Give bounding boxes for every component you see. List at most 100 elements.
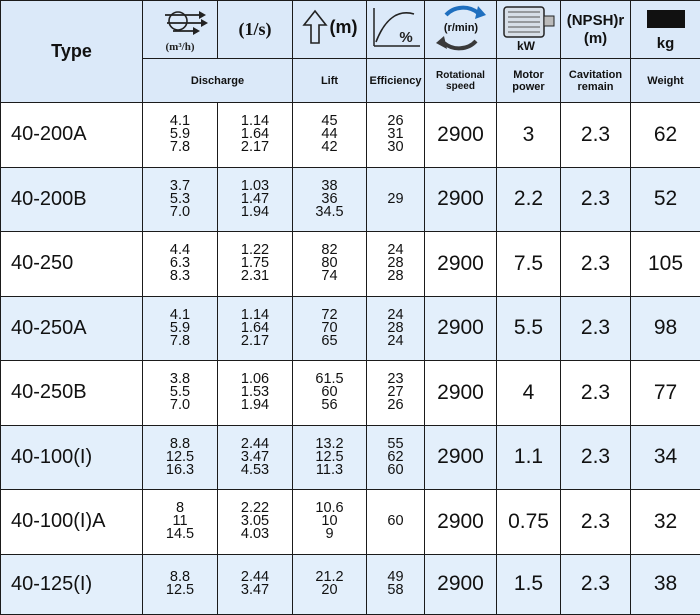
weight-cell: 52 [631, 167, 700, 232]
power-cell: 7.5 [497, 232, 561, 297]
discharge-m3h-header: (m³/h) [143, 1, 218, 59]
rotation-arrows-icon: (r/min) [426, 1, 496, 53]
type-cell: 40-100(I) [1, 425, 143, 490]
weight-cell: 98 [631, 296, 700, 361]
svg-text:(m³/h): (m³/h) [166, 41, 195, 53]
power-unit-header: kW [497, 1, 561, 59]
eff-value: 60 [367, 464, 424, 477]
efficiency-label: Efficiency [367, 59, 425, 103]
weight-cell: 77 [631, 361, 700, 426]
npsh-cell: 2.3 [561, 554, 631, 614]
npsh-label: (NPSH)r [561, 12, 630, 30]
eff-value: 60 [367, 515, 424, 528]
weight-cell: 38 [631, 554, 700, 614]
eff-value: 26 [367, 399, 424, 412]
discharge-label: Discharge [143, 59, 293, 103]
npsh-cell: 2.3 [561, 361, 631, 426]
ls-value: 2.17 [218, 141, 292, 154]
speed-cell: 2900 [425, 167, 497, 232]
power-cell: 5.5 [497, 296, 561, 361]
type-cell: 40-125(I) [1, 554, 143, 614]
ls-value: 2.31 [218, 270, 292, 283]
npsh-unit-header: (NPSH)r(m) [561, 1, 631, 59]
ls-value: 2.17 [218, 335, 292, 348]
eff-value: 29 [367, 193, 424, 206]
speed-cell: 2900 [425, 361, 497, 426]
weight-unit-header: kg [631, 1, 700, 59]
efficiency-curve-icon: % [368, 2, 424, 52]
lift-value: 9 [293, 528, 366, 541]
power-unit: kW [517, 39, 536, 53]
m3h-value: 7.8 [143, 141, 217, 154]
lift-label: Lift [293, 59, 367, 103]
type-cell: 40-250B [1, 361, 143, 426]
type-header: Type [1, 1, 143, 103]
eff-cell: 60 [367, 490, 425, 555]
speed-cell: 2900 [425, 232, 497, 297]
ls-value: 4.03 [218, 528, 292, 541]
weight-cell: 62 [631, 103, 700, 168]
m3h-value: 7.0 [143, 206, 217, 219]
lift-value: 34.5 [293, 206, 366, 219]
npsh-cell: 2.3 [561, 167, 631, 232]
eff-value: 30 [367, 141, 424, 154]
weight-unit: kg [631, 35, 700, 52]
lift-unit: (m) [330, 17, 358, 38]
weight-cell: 105 [631, 232, 700, 297]
eff-value: 28 [367, 270, 424, 283]
eff-value: 24 [367, 335, 424, 348]
motor-icon: kW [498, 1, 560, 53]
ls-value: 1.94 [218, 399, 292, 412]
ls-value: 4.53 [218, 464, 292, 477]
discharge-ls-header: (1/s) [218, 1, 293, 59]
npsh-cell: 2.3 [561, 425, 631, 490]
discharge-ls-unit: (1/s) [239, 19, 272, 39]
speed-unit-header: (r/min) [425, 1, 497, 59]
flow-arrows-icon: (m³/h) [143, 1, 217, 53]
type-header-label: Type [51, 41, 92, 61]
speed-cell: 2900 [425, 425, 497, 490]
speed-unit: (r/min) [443, 22, 478, 34]
m3h-value: 16.3 [143, 464, 217, 477]
npsh-cell: 2.3 [561, 232, 631, 297]
npsh-unit: (m) [561, 30, 630, 48]
eff-cell: 29 [367, 167, 425, 232]
power-cell: 4 [497, 361, 561, 426]
type-cell: 40-200B [1, 167, 143, 232]
power-cell: 1.1 [497, 425, 561, 490]
weight-cell: 32 [631, 490, 700, 555]
